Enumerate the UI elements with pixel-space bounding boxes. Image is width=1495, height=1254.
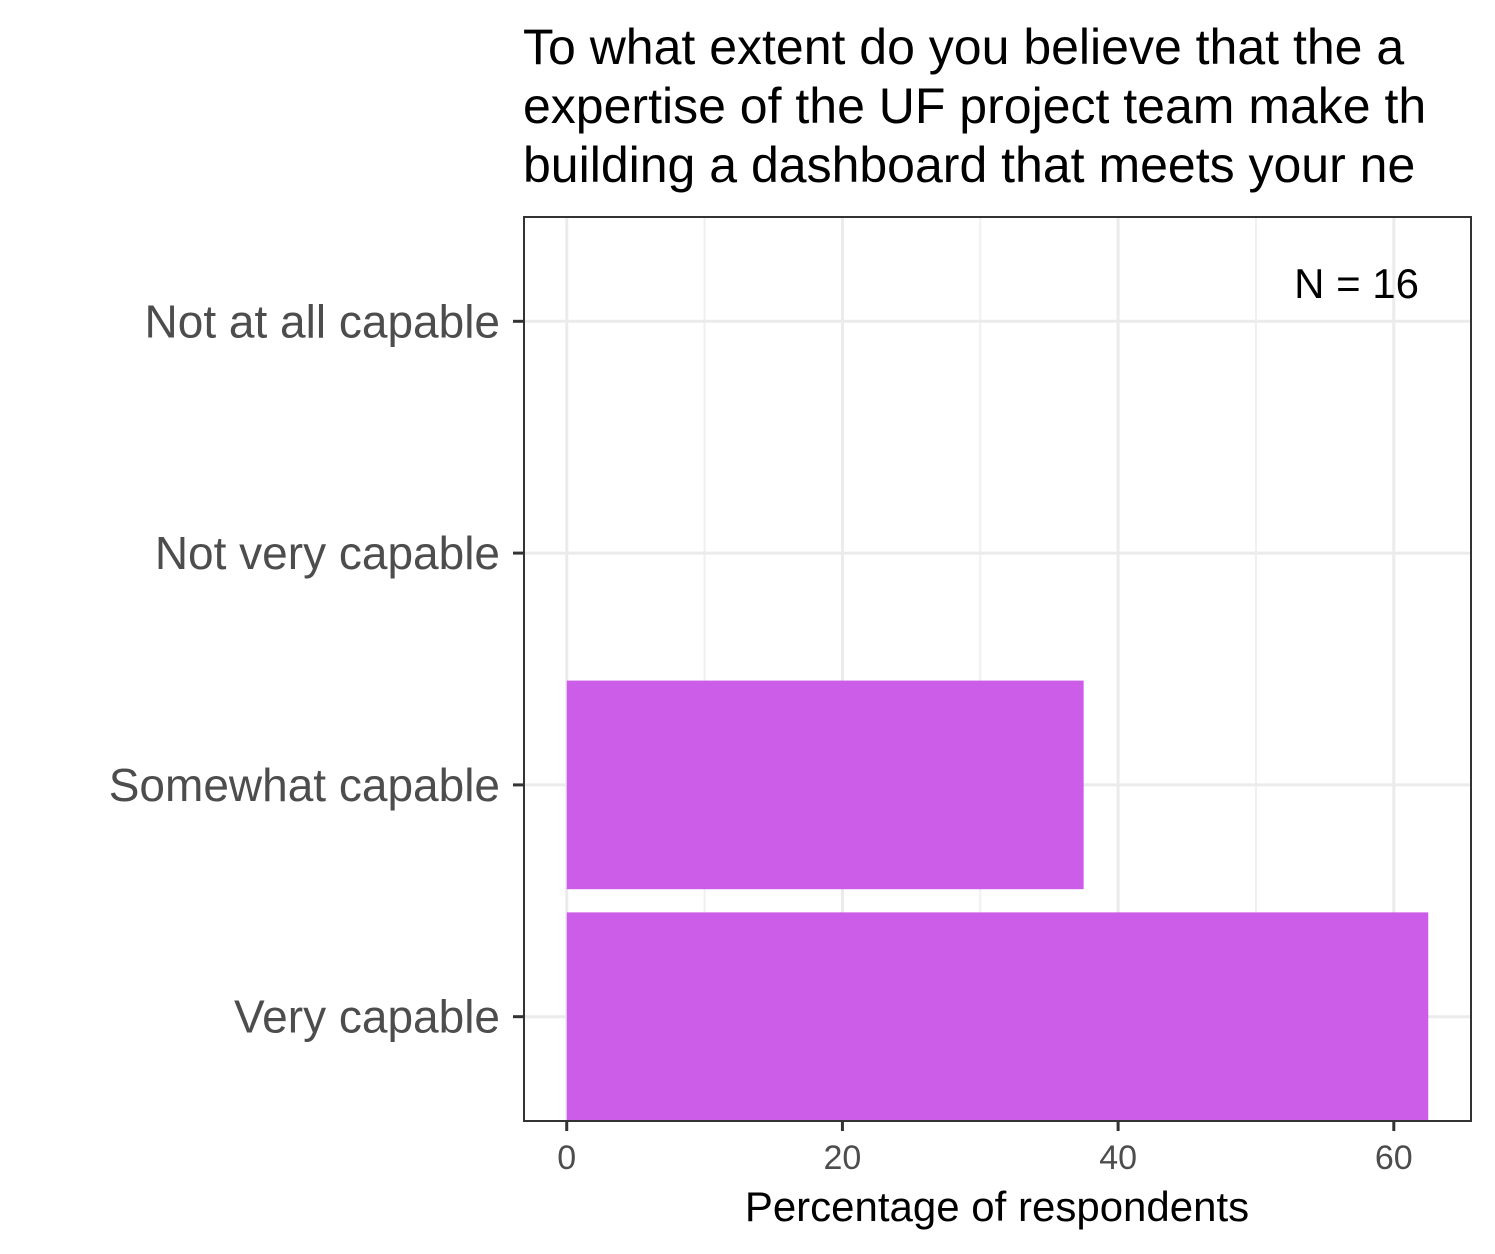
x-axis-label: Percentage of respondents xyxy=(745,1183,1249,1230)
y-category-label-0: Not at all capable xyxy=(145,295,500,347)
x-tick-label-3: 60 xyxy=(1375,1139,1413,1177)
bar-3 xyxy=(566,912,1429,1121)
chart-title-line-3: building a dashboard that meets your ne xyxy=(523,137,1416,193)
bar-2 xyxy=(566,680,1084,890)
chart-title-line-1: To what extent do you believe that the a xyxy=(523,19,1405,75)
axes: 0 20 40 60 Not at all capable Not very capabl… xyxy=(109,295,1413,1177)
chart-title: To what extent do you believe that the a… xyxy=(523,18,1495,198)
sample-size-annotation: N = 16 xyxy=(1294,260,1419,307)
chart-title-line-2: expertise of the UF project team make th xyxy=(523,78,1427,134)
x-tick-label-2: 40 xyxy=(1099,1139,1137,1177)
y-category-label-2: Somewhat capable xyxy=(109,759,500,811)
y-category-label-1: Not very capable xyxy=(155,527,500,579)
plot-panel-border xyxy=(523,216,1472,1122)
bars xyxy=(566,680,1429,1121)
x-tick-label-0: 0 xyxy=(557,1139,576,1177)
y-category-label-3: Very capable xyxy=(234,991,500,1043)
x-tick-label-1: 20 xyxy=(824,1139,862,1177)
